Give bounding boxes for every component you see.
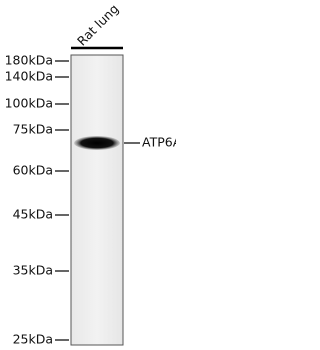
marker-label: 75kDa (13, 122, 53, 137)
marker-label: 140kDa (5, 69, 53, 84)
marker-label: 60kDa (13, 163, 53, 178)
marker-label: 180kDa (5, 53, 53, 68)
blot-lane (70, 54, 124, 346)
marker-label: 45kDa (13, 207, 53, 222)
lane-label: Rat lung (74, 1, 122, 49)
marker-label: 100kDa (5, 96, 53, 111)
marker-label: 25kDa (13, 332, 53, 347)
protein-band (74, 136, 120, 150)
band-label: ATP6AP1 (142, 135, 176, 150)
marker-label: 35kDa (13, 263, 53, 278)
